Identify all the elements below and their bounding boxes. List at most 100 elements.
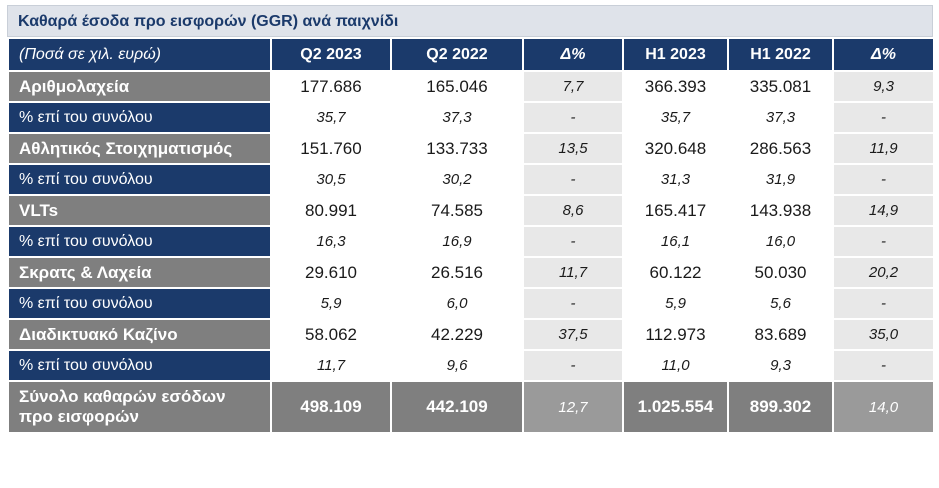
category-row: VLTs 80.991 74.585 8,6 165.417 143.938 14,9: [7, 194, 935, 227]
cell-delta-h1: -: [832, 349, 935, 382]
share-row: % επί του συνόλου 5,9 6,0-5,9 5,6-: [7, 287, 935, 320]
cell-label: Αριθμολαχεία: [7, 70, 272, 103]
share-row: % επί του συνόλου 16,3 16,9-16,1 16,0-: [7, 225, 935, 258]
cell-q2-2022: 16,9: [390, 225, 524, 258]
cell-delta-h1: -: [832, 225, 935, 258]
cell-delta-h1: -: [832, 101, 935, 134]
cell-q2-2023: 29.610: [270, 256, 392, 289]
cell-q2-2023: 30,5: [270, 163, 392, 196]
cell-h1-2023: 35,7: [622, 101, 729, 134]
cell-label: VLTs: [7, 194, 272, 227]
total-row: Σύνολο καθαρών εσόδων προ εισφορών 498.109…: [7, 380, 935, 434]
category-row: Σκρατς & Λαχεία 29.610 26.516 11,7 60.122 50.…: [7, 256, 935, 289]
cell-label: % επί του συνόλου: [7, 163, 272, 196]
cell-total-q2-2023: 498.109: [270, 380, 392, 434]
category-row: Αθλητικός Στοιχηματισμός 151.760 133.733 13…: [7, 132, 935, 165]
cell-q2-2022: 74.585: [390, 194, 524, 227]
cell-q2-2023: 177.686: [270, 70, 392, 103]
cell-q2-2022: 26.516: [390, 256, 524, 289]
cell-total-delta-q2: 12,7: [522, 380, 624, 434]
cell-q2-2023: 11,7: [270, 349, 392, 382]
category-row: Διαδικτυακό Καζίνο 58.062 42.229 37,5 112.97…: [7, 318, 935, 351]
cell-h1-2022: 31,9: [727, 163, 834, 196]
cell-h1-2022: 335.081: [727, 70, 834, 103]
cell-q2-2023: 151.760: [270, 132, 392, 165]
cell-delta-q2: -: [522, 349, 624, 382]
header-h1-2022: H1 2022: [727, 37, 834, 72]
cell-q2-2023: 58.062: [270, 318, 392, 351]
table-body: (Ποσά σε χιλ. ευρώ) Q2 2023 Q2 2022 Δ% H…: [7, 37, 935, 434]
cell-total-q2-2022: 442.109: [390, 380, 524, 434]
cell-delta-q2: 7,7: [522, 70, 624, 103]
cell-h1-2023: 165.417: [622, 194, 729, 227]
cell-delta-q2: -: [522, 287, 624, 320]
cell-total-delta-h1: 14,0: [832, 380, 935, 434]
header-q2-2023: Q2 2023: [270, 37, 392, 72]
cell-delta-h1: 14,9: [832, 194, 935, 227]
cell-label: Αθλητικός Στοιχηματισμός: [7, 132, 272, 165]
cell-total-h1-2022: 899.302: [727, 380, 834, 434]
cell-h1-2023: 112.973: [622, 318, 729, 351]
cell-h1-2022: 37,3: [727, 101, 834, 134]
header-delta-q2: Δ%: [522, 37, 624, 72]
cell-total-h1-2023: 1.025.554: [622, 380, 729, 434]
cell-h1-2023: 16,1: [622, 225, 729, 258]
cell-delta-h1: 20,2: [832, 256, 935, 289]
cell-delta-q2: -: [522, 101, 624, 134]
total-label-line1: Σύνολο καθαρών εσόδων: [19, 387, 226, 406]
cell-q2-2022: 37,3: [390, 101, 524, 134]
cell-label: % επί του συνόλου: [7, 287, 272, 320]
header-units: (Ποσά σε χιλ. ευρώ): [7, 37, 272, 72]
total-label-line2: προ εισφορών: [19, 407, 139, 426]
header-delta-h1: Δ%: [832, 37, 935, 72]
cell-delta-q2: 13,5: [522, 132, 624, 165]
header-row: (Ποσά σε χιλ. ευρώ) Q2 2023 Q2 2022 Δ% H…: [7, 37, 935, 72]
cell-q2-2022: 42.229: [390, 318, 524, 351]
cell-delta-q2: 8,6: [522, 194, 624, 227]
cell-delta-h1: 35,0: [832, 318, 935, 351]
cell-delta-q2: 37,5: [522, 318, 624, 351]
category-row: Αριθμολαχεία 177.686 165.046 7,7 366.393 335.…: [7, 70, 935, 103]
cell-h1-2022: 9,3: [727, 349, 834, 382]
cell-delta-q2: -: [522, 163, 624, 196]
cell-label: Σκρατς & Λαχεία: [7, 256, 272, 289]
cell-q2-2022: 30,2: [390, 163, 524, 196]
cell-delta-h1: -: [832, 163, 935, 196]
cell-delta-q2: -: [522, 225, 624, 258]
cell-q2-2023: 35,7: [270, 101, 392, 134]
cell-delta-h1: -: [832, 287, 935, 320]
header-h1-2023: H1 2023: [622, 37, 729, 72]
share-row: % επί του συνόλου 35,7 37,3-35,7 37,3-: [7, 101, 935, 134]
cell-label: Διαδικτυακό Καζίνο: [7, 318, 272, 351]
ggr-table: (Ποσά σε χιλ. ευρώ) Q2 2023 Q2 2022 Δ% H…: [7, 37, 935, 434]
cell-h1-2022: 50.030: [727, 256, 834, 289]
cell-q2-2022: 165.046: [390, 70, 524, 103]
cell-label: % επί του συνόλου: [7, 101, 272, 134]
cell-h1-2022: 143.938: [727, 194, 834, 227]
cell-h1-2023: 5,9: [622, 287, 729, 320]
cell-delta-h1: 9,3: [832, 70, 935, 103]
cell-q2-2022: 133.733: [390, 132, 524, 165]
ggr-table-container: Καθαρά έσοδα προ εισφορών (GGR) ανά παιχ…: [7, 5, 935, 434]
cell-h1-2022: 5,6: [727, 287, 834, 320]
table-title: Καθαρά έσοδα προ εισφορών (GGR) ανά παιχ…: [7, 5, 933, 37]
cell-delta-q2: 11,7: [522, 256, 624, 289]
cell-h1-2022: 286.563: [727, 132, 834, 165]
cell-q2-2023: 16,3: [270, 225, 392, 258]
cell-h1-2022: 83.689: [727, 318, 834, 351]
cell-total-label: Σύνολο καθαρών εσόδων προ εισφορών: [7, 380, 272, 434]
cell-h1-2022: 16,0: [727, 225, 834, 258]
cell-label: % επί του συνόλου: [7, 225, 272, 258]
cell-h1-2023: 60.122: [622, 256, 729, 289]
cell-h1-2023: 11,0: [622, 349, 729, 382]
cell-label: % επί του συνόλου: [7, 349, 272, 382]
header-q2-2022: Q2 2022: [390, 37, 524, 72]
cell-q2-2022: 9,6: [390, 349, 524, 382]
cell-q2-2022: 6,0: [390, 287, 524, 320]
cell-q2-2023: 5,9: [270, 287, 392, 320]
cell-q2-2023: 80.991: [270, 194, 392, 227]
share-row: % επί του συνόλου 11,7 9,6-11,0 9,3-: [7, 349, 935, 382]
cell-h1-2023: 31,3: [622, 163, 729, 196]
cell-h1-2023: 320.648: [622, 132, 729, 165]
cell-delta-h1: 11,9: [832, 132, 935, 165]
